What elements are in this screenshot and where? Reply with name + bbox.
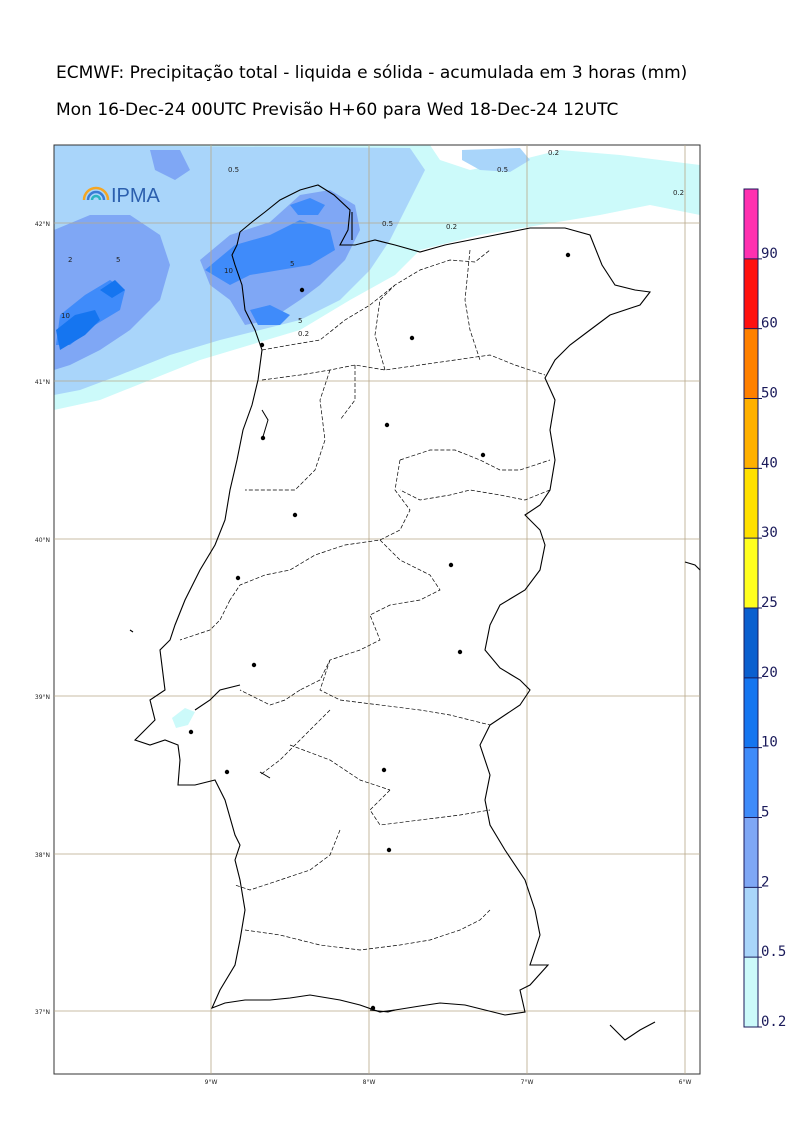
contour-label: 2 — [68, 256, 72, 264]
chart-title-line1: ECMWF: Precipitação total - liquida e só… — [56, 63, 688, 83]
lat-label: 40°N — [35, 537, 50, 544]
contour-label: 0.5 — [382, 220, 393, 228]
precip-area-2-n — [150, 150, 190, 180]
contour-label: 0.5 — [497, 166, 508, 174]
contour-label: 0.2 — [298, 330, 309, 338]
lon-label: 6°W — [679, 1079, 692, 1086]
lon-label: 8°W — [363, 1079, 376, 1086]
lat-label: 38°N — [35, 852, 50, 859]
contour-label: 0.2 — [673, 189, 684, 197]
chart-title-line2: Mon 16-Dec-24 00UTC Previsão H+60 para W… — [56, 100, 619, 120]
contour-label: 10 — [61, 312, 70, 320]
contour-label: 0.2 — [548, 149, 559, 157]
lat-label: 39°N — [35, 694, 50, 701]
contour-label: 5 — [116, 256, 120, 264]
city-leiria — [235, 575, 241, 581]
latitude-labels: 42°N 41°N 40°N 39°N 38°N 37°N — [35, 221, 50, 1016]
colorbar-tick-label: 30 — [761, 525, 778, 541]
city-bragança — [565, 252, 571, 258]
city-lisboa — [188, 729, 194, 735]
precip-area-0.5-ne — [462, 148, 530, 172]
lat-label: 41°N — [35, 379, 50, 386]
estuaries — [259, 409, 396, 1013]
lon-label: 9°W — [205, 1079, 218, 1086]
colorbar-tick-label: 5 — [761, 805, 769, 821]
coastline — [129, 184, 701, 1041]
city-faro — [370, 1005, 376, 1011]
city-guarda — [480, 452, 486, 458]
lat-label: 42°N — [35, 221, 50, 228]
colorbar-segment — [744, 328, 758, 399]
colorbar-segment — [744, 468, 758, 539]
colorbar-segment — [744, 189, 758, 259]
contour-label: 5 — [290, 260, 294, 268]
district-borders — [179, 249, 551, 951]
colorbar-tick-label: 0.5 — [761, 944, 786, 960]
city-santarem — [251, 662, 257, 668]
colorbar-segment — [744, 538, 758, 608]
precip-area-5-small — [290, 198, 325, 215]
lat-label: 37°N — [35, 1009, 50, 1016]
colorbar-tick-label: 2 — [761, 874, 769, 890]
city-porto — [259, 342, 265, 348]
city-viseu — [384, 422, 390, 428]
colorbar-segment — [744, 957, 758, 1027]
colorbar-tick-label: 40 — [761, 455, 778, 471]
map-frame — [53, 144, 701, 1075]
colorbar-tick-label: 25 — [761, 595, 778, 611]
city-castelo-branco — [448, 562, 454, 568]
contour-label: 5 — [298, 317, 302, 325]
colorbar-tick-label: 90 — [761, 246, 778, 262]
colorbar-segment — [744, 887, 758, 958]
colorbar-tick-label: 0.2 — [761, 1014, 786, 1030]
colorbar-tick-label: 10 — [761, 735, 778, 751]
colorbar-segment — [744, 398, 758, 469]
city-aveiro — [260, 435, 266, 441]
precip-area-0.5-small — [172, 708, 195, 728]
colorbar-tick-label: 20 — [761, 665, 778, 681]
precip-area-5-coast — [205, 220, 335, 285]
city-portalegre — [457, 649, 463, 655]
colorbar-segment — [744, 258, 758, 329]
ipma-logo: IPMA — [82, 185, 161, 207]
contour-label: 0.5 — [228, 166, 239, 174]
precipitation-field — [54, 145, 700, 728]
longitude-labels: 9°W 8°W 7°W 6°W — [205, 1079, 692, 1086]
colorbar-tick-label: 60 — [761, 316, 778, 332]
city-vila-real — [409, 335, 415, 341]
lon-label: 7°W — [521, 1079, 534, 1086]
contour-labels: 0.2 0.5 0.2 0.2 0.5 0.5 2 5 10 10 5 5 0.… — [61, 149, 684, 338]
city-braga — [299, 287, 305, 293]
city-evora — [381, 767, 387, 773]
contour-label: 0.2 — [446, 223, 457, 231]
city-coimbra — [292, 512, 298, 518]
colorbar-segment — [744, 677, 758, 748]
colorbar-segment — [744, 747, 758, 818]
precip-area-5-hotspot — [100, 280, 125, 298]
precip-area-5-south — [250, 305, 290, 325]
colorbar-tick-label: 50 — [761, 386, 778, 402]
city-setubal — [224, 769, 230, 775]
colorbar-segment — [744, 817, 758, 888]
precip-area-10 — [56, 310, 100, 350]
city-markers — [188, 252, 571, 1011]
logo-text: IPMA — [111, 185, 161, 207]
city-beja — [386, 847, 392, 853]
contour-label: 10 — [224, 267, 233, 275]
colorbar-segment — [744, 608, 758, 678]
